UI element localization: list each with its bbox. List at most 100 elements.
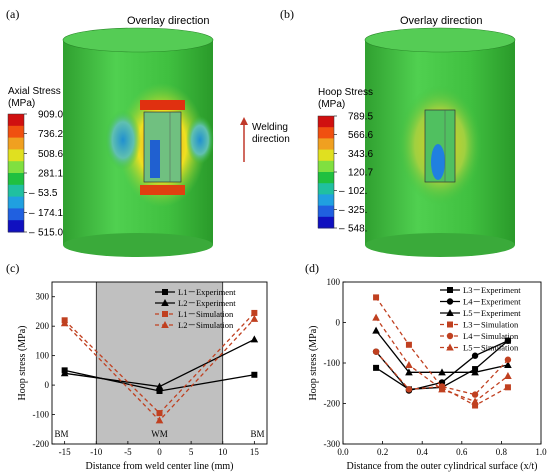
series-line: [375, 351, 509, 396]
data-point: [446, 343, 454, 351]
legend-entry: L2－Simulation: [178, 320, 234, 330]
series-line: [375, 297, 509, 407]
x-tick-label: 0.8: [496, 447, 508, 457]
colorbar-tick-sign: –: [29, 188, 35, 199]
y-tick-label: 0: [336, 318, 341, 328]
colorbar-segment: [318, 194, 334, 207]
y-tick-label: 300: [36, 292, 50, 302]
colorbar-segment: [8, 208, 24, 221]
panel-d-chart: 0.0 0.2 0.4 0.6 0.8 1.0 -300 -200 -100 0 100 Distan…: [308, 277, 547, 472]
colorbar-segment: [318, 160, 334, 173]
x-axis-label: Distance from the outer cylindrical surf…: [346, 461, 537, 472]
data-point: [161, 299, 169, 306]
data-point: [372, 313, 380, 321]
colorbar-segment: [318, 216, 334, 229]
y-tick-label: 100: [327, 277, 341, 287]
data-point: [472, 402, 479, 409]
data-point: [504, 337, 512, 344]
region-label: BM: [54, 429, 68, 439]
colorbar-segment: [318, 172, 334, 184]
colorbar-segment: [8, 196, 24, 209]
x-tick-label: 0: [157, 447, 162, 457]
y-tick-label: 200: [36, 321, 50, 331]
legend-entry: L1－Simulation: [178, 309, 234, 319]
data-point: [373, 294, 380, 301]
panel-a-welding-label-2: direction: [252, 134, 290, 145]
colorbar-tick-sign: –: [339, 224, 345, 235]
data-point: [156, 387, 163, 394]
data-point: [504, 384, 511, 391]
data-point: [162, 289, 168, 295]
series-line: [64, 312, 255, 414]
colorbar-tick-label: 736.2: [38, 129, 63, 140]
data-point: [446, 309, 454, 316]
colorbar-segment: [318, 116, 334, 128]
data-point: [251, 309, 258, 316]
panel-b-cylinder: [364, 27, 516, 257]
x-tick-label: -5: [124, 447, 132, 457]
data-point: [446, 332, 454, 340]
data-point: [373, 364, 380, 371]
y-tick-label: 0: [45, 380, 50, 390]
colorbar-segment: [318, 183, 334, 195]
data-point: [447, 321, 453, 328]
data-point: [471, 397, 479, 405]
data-point: [162, 311, 168, 317]
panel-a-label: (a): [6, 7, 19, 21]
data-point: [60, 319, 69, 327]
x-tick-label: 0.6: [456, 447, 468, 457]
panel-c-chart: -15 -10 -5 0 5 10 15 -200 -100 0 100 200 300 Distance…: [17, 281, 268, 472]
x-tick-label: 15: [250, 447, 260, 457]
panel-a-legend-title-2: (MPa): [8, 98, 35, 109]
y-axis-label: Hoop stress (MPa): [308, 326, 319, 401]
data-point: [471, 368, 479, 376]
panel-b-label: (b): [280, 7, 294, 21]
data-point: [405, 341, 412, 348]
panel-a-welding-label-1: Welding: [252, 122, 288, 133]
panel-a-welding-arrow: [240, 117, 248, 162]
x-tick-label: 5: [189, 447, 194, 457]
y-tick-label: 100: [36, 351, 50, 361]
y-tick-label: -200: [324, 399, 341, 409]
y-tick-label: -200: [33, 439, 50, 449]
legend-entry: L3－Experiment: [463, 285, 521, 295]
panel-b: (b) Overlay direction Hoop Stress (MPa) …: [280, 7, 516, 257]
colorbar-tick-label: 120.7: [348, 168, 373, 179]
data-point: [405, 386, 413, 393]
colorbar-segment: [8, 125, 24, 139]
data-point: [447, 287, 453, 293]
colorbar-segment: [8, 137, 24, 150]
data-point: [446, 298, 454, 305]
data-point: [250, 314, 259, 322]
colorbar-tick-sign: –: [29, 228, 35, 239]
colorbar-tick-label: 281.1: [38, 169, 63, 180]
colorbar-segment: [8, 114, 24, 127]
region-label: BM: [251, 429, 265, 439]
colorbar-tick-sign: –: [29, 208, 35, 219]
legend-entry: L2－Experiment: [178, 298, 236, 308]
colorbar-segment: [318, 149, 334, 162]
data-point: [504, 356, 512, 363]
data-point: [250, 335, 259, 343]
data-point: [156, 410, 163, 417]
colorbar-tick-label: 53.5: [38, 188, 58, 199]
data-point: [438, 368, 446, 376]
data-point: [161, 321, 169, 328]
legend-entry: L3－Simulation: [463, 320, 519, 330]
x-tick-label: 0.2: [377, 447, 388, 457]
colorbar-tick-sign: –: [339, 205, 345, 216]
colorbar-segment: [318, 127, 334, 139]
region-label: WM: [151, 429, 168, 439]
panel-a-legend-title-1: Axial Stress: [8, 86, 61, 97]
data-point: [471, 352, 479, 359]
data-point: [60, 369, 69, 377]
panel-d-label: (d): [305, 261, 319, 275]
colorbar-tick-label: 508.6: [38, 149, 63, 160]
data-point: [438, 385, 446, 393]
x-tick-label: -10: [90, 447, 102, 457]
colorbar-segment: [8, 161, 24, 174]
colorbar-tick-label: 325.: [348, 205, 367, 216]
x-axis-label: Distance from weld center line (mm): [86, 461, 234, 472]
